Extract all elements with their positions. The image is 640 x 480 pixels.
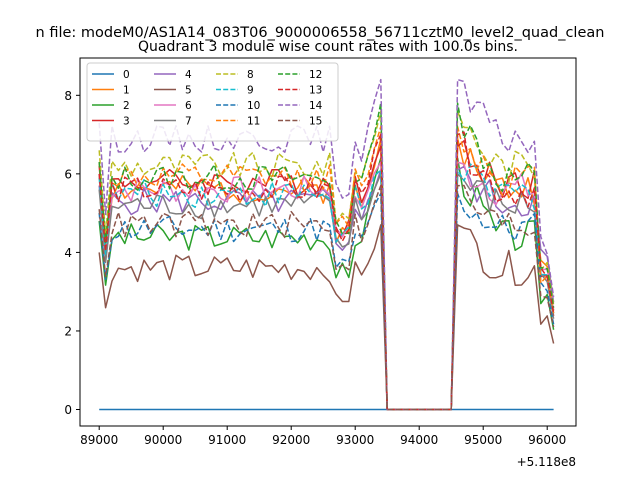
legend-label-2: 2 (123, 100, 130, 112)
axes-frame (79, 57, 577, 427)
legend-label-1: 1 (123, 84, 130, 96)
figure-suptitle: n file: modeM0/AS1A14_083T06_9000006558_… (36, 25, 605, 41)
legend-label-8: 8 (247, 69, 254, 81)
y-tick-label: 4 (64, 246, 72, 260)
series-line-12 (98, 102, 555, 411)
x-tick-label: 94000 (400, 433, 438, 447)
legend-label-11: 11 (247, 115, 260, 127)
legend-label-12: 12 (309, 69, 322, 81)
series-line-10 (98, 192, 555, 411)
series-line-4 (98, 165, 555, 411)
legend-label-15: 15 (309, 115, 322, 127)
legend-label-10: 10 (247, 100, 260, 112)
y-tick-label: 6 (64, 167, 72, 181)
x-tick-label: 96000 (528, 433, 566, 447)
legend-label-13: 13 (309, 84, 322, 96)
x-axis-ticks: 89000 90000 91000 92000 93000 94000 95000 96000 (80, 426, 566, 447)
series-line-15 (98, 184, 555, 411)
legend-label-5: 5 (185, 84, 192, 96)
y-tick-label: 8 (64, 89, 72, 103)
series-line-8 (98, 110, 555, 411)
legend-label-4: 4 (185, 69, 192, 81)
x-axis-offset-label: +5.118e8 (517, 455, 576, 469)
x-tick-label: 93000 (336, 433, 374, 447)
y-tick-label: 2 (64, 324, 72, 338)
legend-box (86, 62, 339, 142)
x-tick-label: 91000 (208, 433, 246, 447)
legend-label-9: 9 (247, 84, 254, 96)
x-tick-label: 90000 (144, 433, 182, 447)
legend-label-0: 0 (123, 69, 130, 81)
series-line-5 (98, 224, 555, 411)
legend-label-3: 3 (123, 115, 130, 127)
y-axis-ticks: 0 2 4 6 8 (64, 89, 80, 417)
legend-label-14: 14 (309, 100, 323, 112)
axes-title: Quadrant 3 module wise count rates with … (138, 39, 518, 55)
series-line-6 (98, 161, 555, 411)
legend-label-6: 6 (185, 100, 192, 112)
x-tick-label: 92000 (272, 433, 310, 447)
series-line-7 (98, 173, 555, 411)
legend-label-7: 7 (185, 115, 192, 127)
x-tick-label: 95000 (464, 433, 502, 447)
x-tick-label: 89000 (80, 433, 118, 447)
y-tick-label: 0 (64, 403, 72, 417)
series-line-13 (98, 131, 555, 411)
